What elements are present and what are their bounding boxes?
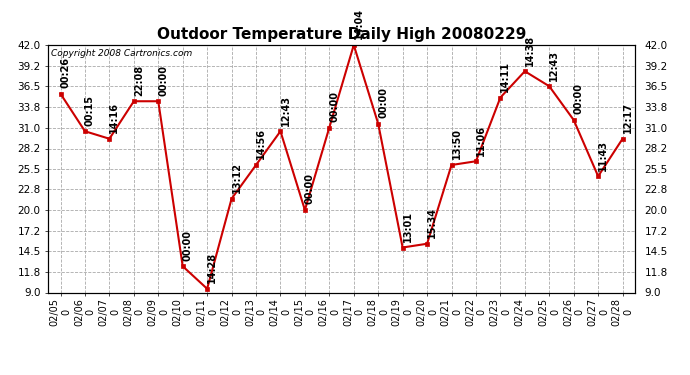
Text: 14:04: 14:04: [354, 9, 364, 39]
Text: 14:56: 14:56: [256, 129, 266, 159]
Text: 15:34: 15:34: [427, 207, 437, 238]
Text: 00:00: 00:00: [573, 84, 584, 114]
Text: 14:11: 14:11: [500, 61, 511, 92]
Text: 12:43: 12:43: [280, 95, 290, 126]
Text: 13:12: 13:12: [232, 162, 241, 193]
Text: 14:38: 14:38: [525, 34, 535, 66]
Text: 12:17: 12:17: [622, 102, 633, 133]
Text: 00:00: 00:00: [329, 91, 339, 122]
Text: 13:50: 13:50: [451, 129, 462, 159]
Text: 14:16: 14:16: [110, 102, 119, 133]
Text: 12:43: 12:43: [549, 50, 560, 81]
Text: 00:00: 00:00: [305, 174, 315, 204]
Text: 14:28: 14:28: [207, 252, 217, 283]
Text: 00:26: 00:26: [61, 57, 70, 88]
Text: Copyright 2008 Cartronics.com: Copyright 2008 Cartronics.com: [51, 49, 193, 58]
Text: 00:15: 00:15: [85, 95, 95, 126]
Text: 11:06: 11:06: [476, 125, 486, 156]
Text: 00:00: 00:00: [183, 230, 193, 261]
Text: 00:00: 00:00: [378, 87, 388, 118]
Text: 13:01: 13:01: [403, 211, 413, 242]
Text: 11:43: 11:43: [598, 140, 608, 171]
Title: Outdoor Temperature Daily High 20080229: Outdoor Temperature Daily High 20080229: [157, 27, 526, 42]
Text: 22:08: 22:08: [134, 64, 144, 96]
Text: 00:00: 00:00: [158, 65, 168, 96]
